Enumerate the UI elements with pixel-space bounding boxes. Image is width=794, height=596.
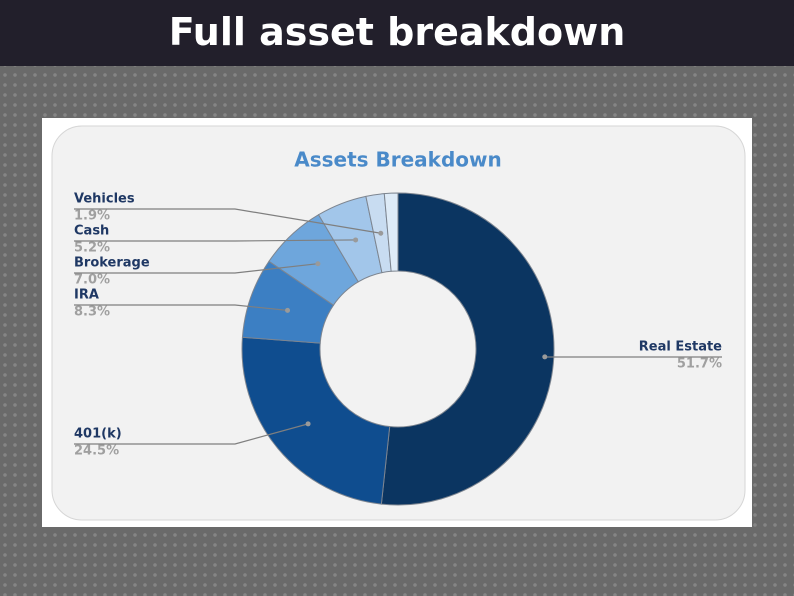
leader-line [74, 423, 309, 445]
leader-line [74, 263, 318, 274]
leader-line [74, 304, 288, 312]
value-label: 8.3% [74, 305, 110, 320]
category-label: Brokerage [74, 256, 150, 271]
value-label: 24.5% [74, 444, 119, 459]
leader-dot [542, 354, 548, 360]
leader-line [74, 239, 356, 242]
header-title: Full asset breakdown [0, 0, 794, 66]
leader-line [74, 208, 381, 234]
donut-slice [241, 336, 391, 505]
chart-panel [51, 125, 746, 521]
donut-slice [383, 192, 399, 272]
value-label: 1.9% [74, 209, 110, 224]
value-label: 51.7% [677, 357, 722, 372]
leader-dot [315, 261, 321, 267]
leader-dot [305, 421, 311, 427]
category-label: Real Estate [639, 340, 722, 355]
category-label: Vehicles [74, 192, 135, 207]
value-label: 7.0% [74, 273, 110, 288]
category-label: Cash [74, 224, 109, 239]
chart-title: Assets Breakdown [294, 148, 502, 172]
leader-dot [285, 307, 291, 313]
value-label: 5.2% [74, 241, 110, 256]
category-label: IRA [74, 288, 99, 303]
leader-dot [353, 237, 359, 243]
leader-dot [378, 230, 384, 236]
category-label: 401(k) [74, 427, 122, 442]
donut-slice [380, 192, 555, 506]
